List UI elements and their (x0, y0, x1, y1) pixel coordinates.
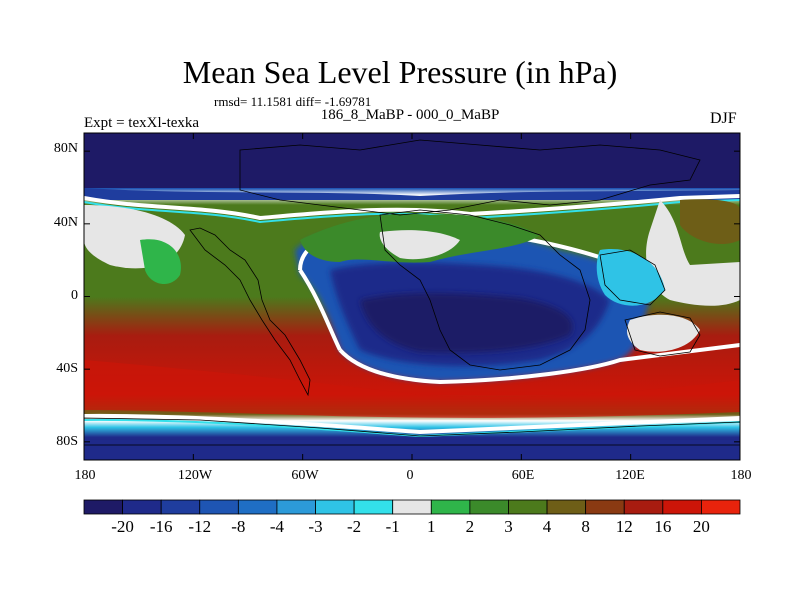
season-label: DJF (710, 110, 737, 127)
colorbar-label: 12 (615, 517, 633, 536)
lat-tick-40s: 40S (56, 361, 78, 376)
lon-tick-120e: 120E (615, 468, 645, 483)
stats-text: rmsd= 11.1581 diff= -1.69781 (214, 94, 372, 109)
colorbar-swatch (276, 499, 316, 515)
colorbar-label: 20 (692, 517, 710, 536)
lat-tick-0: 0 (71, 288, 78, 303)
colorbar-swatch (237, 499, 278, 515)
lon-tick-180e: 180 (730, 468, 752, 483)
colorbar-swatch (122, 499, 162, 515)
colorbar-swatch (199, 499, 239, 515)
colorbar-label: 8 (581, 517, 590, 536)
lon-tick-60e: 60E (511, 468, 535, 483)
colorbar-swatch (83, 499, 123, 515)
colorbar-label: 2 (465, 517, 475, 536)
colorbar-swatch (430, 499, 471, 515)
center-label: 186_8_MaBP - 000_0_MaBP (320, 107, 500, 123)
colorbar-label: -16 (149, 517, 173, 536)
colorbar (83, 499, 741, 515)
colorbar-swatch (662, 499, 702, 515)
colorbar-label: 4 (542, 517, 552, 536)
colorbar-label: -1 (385, 517, 400, 536)
colorbar-swatch (469, 499, 509, 515)
colorbar-swatch (508, 499, 548, 515)
colorbar-swatch (392, 499, 432, 515)
lon-tick-60w: 60W (291, 468, 319, 483)
colorbar-label: -3 (308, 517, 323, 536)
experiment-label: Expt = texXl-texka (84, 115, 200, 131)
colorbar-label: -4 (269, 517, 285, 536)
axis-ticks (83, 133, 741, 460)
colorbar-swatch (585, 499, 625, 515)
plot-title: Mean Sea Level Pressure (in hPa) (182, 54, 618, 90)
colorbar-swatch (315, 499, 355, 515)
colorbar-swatch (353, 499, 394, 515)
colorbar-label: 3 (504, 517, 513, 536)
pressure-field (84, 133, 740, 460)
lon-tick-180w: 180 (74, 468, 96, 483)
colorbar-swatch (160, 499, 201, 515)
colorbar-swatch (623, 499, 664, 515)
colorbar-label: -12 (188, 517, 212, 536)
colorbar-label: -8 (231, 517, 246, 536)
lat-tick-40n: 40N (53, 215, 78, 230)
lat-tick-80s: 80S (56, 434, 78, 449)
colorbar-label: -2 (347, 517, 362, 536)
lon-tick-0: 0 (406, 468, 414, 483)
colorbar-label: -20 (111, 517, 134, 536)
colorbar-label: 16 (654, 517, 672, 536)
lat-tick-80n: 80N (53, 141, 78, 156)
colorbar-swatch (546, 499, 587, 515)
colorbar-swatch (701, 499, 741, 515)
coastline-outlines (84, 139, 740, 446)
lon-tick-120w: 120W (177, 468, 213, 483)
colorbar-label: 1 (427, 517, 436, 536)
